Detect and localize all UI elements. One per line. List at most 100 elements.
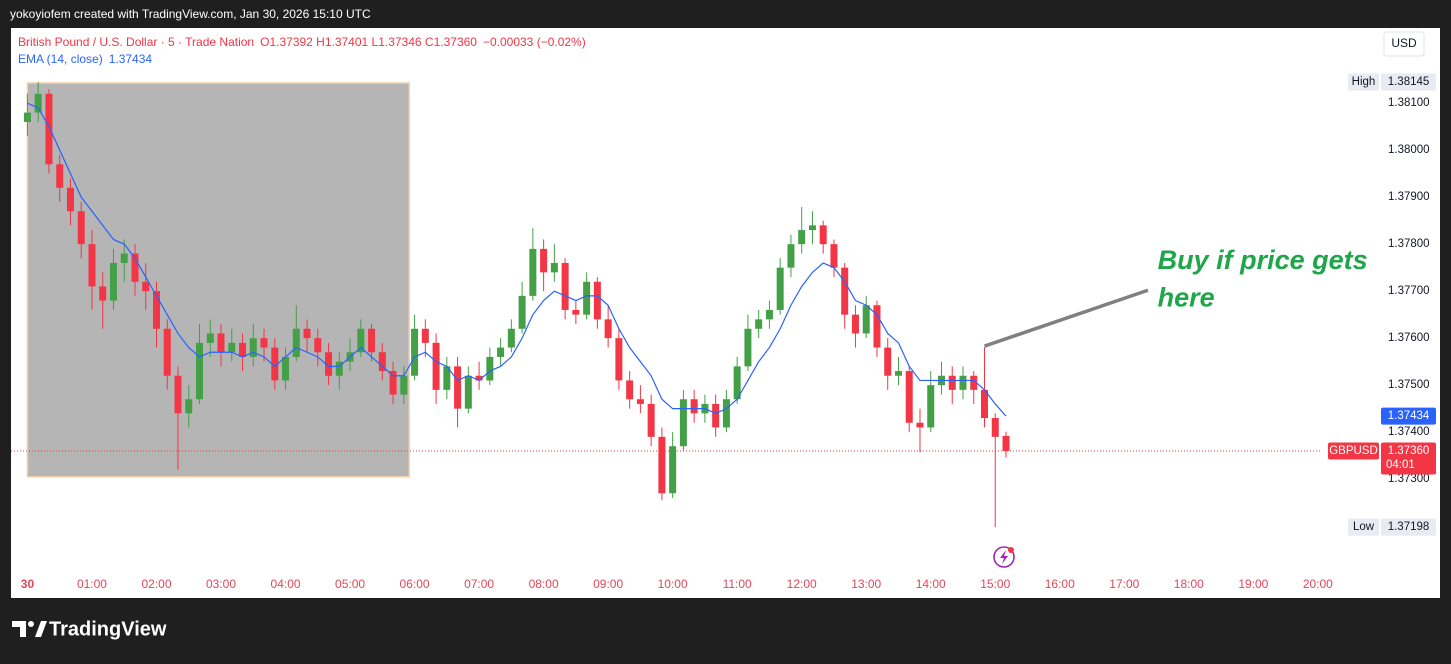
price-tag-name-box: [1348, 73, 1379, 91]
currency: USD: [1391, 36, 1417, 50]
candle-body: [529, 248, 537, 296]
y-tick-label: 1.37300: [1388, 473, 1430, 485]
x-tick-label: 04:00: [271, 577, 301, 591]
candle-body: [1002, 435, 1010, 451]
legend-line: British Pound / U.S. Dollar · 5 · Trade …: [18, 35, 586, 49]
candle-body: [862, 305, 870, 334]
candle-body: [830, 244, 838, 268]
candle-body: [991, 418, 999, 437]
candle-body: [550, 262, 558, 273]
candle-body: [282, 356, 290, 381]
brand-logo: [12, 621, 47, 637]
change: −0.00033 (−0.02%): [483, 35, 586, 49]
candle-body: [142, 281, 150, 292]
indicator-value: 1.37434: [109, 52, 153, 66]
candle-body: [636, 399, 644, 404]
price-tag: [1381, 518, 1436, 536]
candle-body: [819, 225, 827, 245]
price-tag: [1381, 73, 1436, 91]
candle-body: [486, 356, 494, 381]
annotation: here: [1158, 283, 1215, 313]
candle-body: [249, 338, 257, 357]
currency-button[interactable]: [1383, 31, 1425, 57]
candle-body: [540, 248, 548, 273]
y-tick-label: 1.37400: [1388, 426, 1430, 438]
price-tag-label: 1.38145: [1388, 76, 1430, 88]
top-bar-text: yokoyiofem created with TradingView.com,…: [10, 7, 371, 21]
x-tick-label: 02:00: [141, 577, 171, 591]
candle-body: [948, 375, 956, 390]
candle-body: [572, 309, 580, 315]
candle-body: [260, 338, 268, 348]
x-tick-label: 09:00: [593, 577, 623, 591]
alert-icon: [993, 546, 1015, 568]
candle-body: [765, 309, 773, 320]
candle-body: [389, 371, 397, 395]
candles: [23, 82, 1010, 528]
candle-body: [206, 333, 214, 343]
candle-body: [959, 375, 967, 390]
price-tag-name: High: [1352, 76, 1376, 88]
candle-body: [916, 422, 924, 428]
price-tag-name-box: [1348, 518, 1379, 536]
candle-body: [77, 211, 85, 245]
candle-body: [507, 328, 515, 348]
candle-body: [239, 342, 247, 357]
x-tick-label: 01:00: [77, 577, 107, 591]
candle-body: [647, 403, 655, 437]
price-tag-label: 1.37198: [1388, 521, 1430, 533]
candle-body: [56, 164, 64, 188]
candle-body: [174, 375, 182, 414]
candle-body: [88, 244, 96, 287]
candle-body: [271, 347, 279, 381]
candle-body: [669, 446, 677, 494]
y-tick-label: 1.37800: [1388, 238, 1430, 250]
x-tick-label: 10:00: [658, 577, 688, 591]
candle-body: [980, 389, 988, 419]
ema-line: [27, 102, 1007, 417]
candle-body: [109, 262, 117, 301]
x-tick-label: 17:00: [1109, 577, 1139, 591]
candle-body: [712, 403, 720, 428]
candle-body: [163, 328, 171, 376]
candle-body: [303, 328, 311, 339]
overlays: 1.38100 1.38000 1.37900 1.37800 1.37700 1.376…: [21, 73, 1436, 591]
candle-body: [787, 244, 795, 268]
y-tick-label: 1.38100: [1388, 97, 1430, 109]
candle-body: [432, 342, 440, 390]
indicator-name: EMA (14, close): [18, 52, 103, 66]
candle-body: [45, 93, 53, 165]
range-box: [26, 82, 410, 478]
candle-body: [368, 328, 376, 353]
trendline: [983, 288, 1149, 348]
candle-body: [604, 319, 612, 339]
candle-body: [66, 187, 74, 212]
x-tick-label: 11:00: [723, 577, 752, 591]
ohlc-legend: O1.37392 H1.37401 L1.37346 C1.37360: [260, 35, 477, 49]
candle-body: [626, 380, 634, 400]
candle-body: [196, 342, 204, 400]
countdown: 04:01: [1386, 459, 1415, 471]
candle-body: [733, 366, 741, 400]
candle-body: [518, 295, 526, 329]
indicator-line: EMA (14, close) 1.37434: [18, 52, 152, 66]
candle-body: [335, 361, 343, 376]
x-tick-label: 07:00: [464, 577, 494, 591]
candle-body: [884, 347, 892, 376]
x-tick-label: 30: [21, 577, 35, 591]
price-tag-label: 1.37434: [1388, 410, 1430, 422]
symbol: British Pound / U.S. Dollar · 5 · Trade …: [18, 35, 254, 49]
candle-body: [99, 286, 107, 301]
candle-body: [755, 319, 763, 329]
candle-body: [497, 347, 505, 357]
candle-body: [292, 328, 300, 357]
x-tick-label: 18:00: [1174, 577, 1204, 591]
candle-body: [185, 399, 193, 414]
candle-body: [841, 267, 849, 315]
price-tag-name-box: [1328, 442, 1379, 460]
candle-body: [894, 371, 902, 376]
price-tag: [1381, 442, 1436, 475]
candle-body: [464, 375, 472, 409]
x-tick-label: 16:00: [1045, 577, 1075, 591]
y-tick-label: 1.37600: [1388, 332, 1430, 344]
